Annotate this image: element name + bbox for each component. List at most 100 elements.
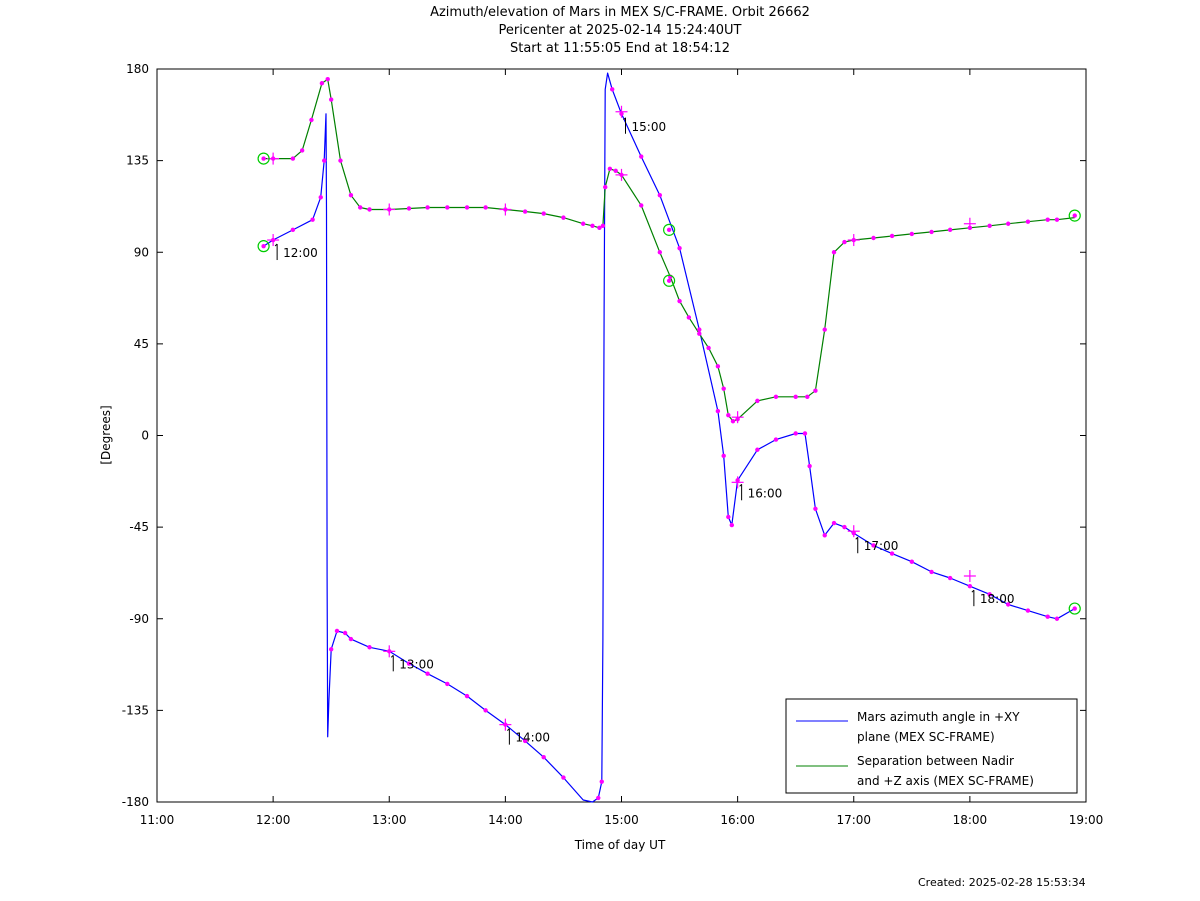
event-circle-dot	[666, 278, 672, 283]
data-point	[596, 795, 601, 801]
x-tick-label: 11:00	[140, 813, 175, 827]
data-point	[310, 217, 315, 222]
series-layer	[263, 72, 1075, 803]
y-tick-label: 135	[126, 154, 149, 168]
y-tick-label: -135	[122, 703, 149, 717]
time-label-hook	[390, 654, 394, 658]
legend-box	[785, 698, 1078, 794]
time-label: 17:00	[864, 539, 899, 553]
data-point	[807, 463, 812, 469]
data-point	[483, 708, 488, 713]
data-point	[464, 693, 470, 699]
data-point	[613, 168, 618, 174]
data-point	[1045, 217, 1050, 222]
data-point	[697, 331, 702, 336]
legend-label-azimuth-1: Mars azimuth angle in +XY	[857, 710, 1020, 724]
data-point	[967, 583, 973, 589]
x-tick-label: 12:00	[256, 813, 291, 827]
data-point	[813, 388, 818, 393]
data-point	[831, 250, 837, 255]
data-point	[987, 223, 992, 228]
y-tick-label: 45	[134, 337, 149, 351]
chart-title-line-2: Pericenter at 2025-02-14 15:24:40UT	[498, 23, 742, 38]
data-point	[929, 229, 934, 235]
data-point	[1005, 602, 1011, 607]
data-point	[342, 630, 348, 636]
time-label-hook	[623, 117, 626, 121]
data-point	[522, 209, 528, 214]
data-point	[889, 551, 895, 556]
data-point	[318, 195, 323, 200]
data-point	[657, 250, 663, 255]
y-tick-label: 90	[134, 245, 149, 259]
data-point	[813, 506, 818, 511]
data-point	[677, 298, 682, 304]
data-point	[1045, 614, 1050, 619]
data-point	[889, 233, 895, 239]
data-point	[445, 205, 450, 210]
data-point	[328, 97, 334, 102]
y-tick-label: 180	[126, 62, 149, 76]
y-axis-label: [Degrees]	[99, 405, 113, 464]
data-point	[773, 394, 779, 400]
data-point	[590, 223, 595, 228]
data-point	[657, 193, 663, 198]
series-line-separation	[263, 78, 1075, 422]
x-tick-label: 17:00	[836, 813, 871, 827]
time-label-hook	[274, 243, 278, 247]
data-point	[639, 154, 644, 159]
data-point	[755, 398, 760, 404]
data-point	[715, 408, 721, 414]
data-point	[793, 431, 798, 436]
data-point	[358, 205, 363, 210]
data-point	[600, 223, 606, 228]
x-tick-label: 18:00	[953, 813, 988, 827]
data-point	[805, 394, 810, 400]
x-tick-label: 15:00	[604, 813, 639, 827]
data-point	[367, 207, 372, 212]
time-label-hook	[739, 483, 742, 487]
data-point	[348, 193, 354, 198]
time-label-hook	[971, 589, 975, 593]
y-tick-label: 0	[141, 429, 149, 443]
data-point	[348, 636, 354, 642]
event-circle-dot	[1072, 606, 1077, 611]
event-circle-marker	[1068, 209, 1081, 222]
data-point	[802, 431, 808, 436]
data-point	[1054, 616, 1060, 621]
event-circle-marker	[663, 274, 676, 287]
data-point	[726, 412, 731, 418]
created-timestamp: Created: 2025-02-28 15:53:34	[918, 876, 1086, 889]
series-line-azimuth	[263, 72, 1075, 803]
data-point	[715, 364, 721, 369]
data-point	[987, 592, 992, 597]
data-point	[464, 205, 470, 210]
data-point	[406, 206, 412, 211]
data-point	[686, 315, 692, 320]
x-tick-label: 14:00	[488, 813, 523, 827]
data-point	[561, 215, 566, 220]
data-point	[541, 755, 546, 760]
data-point	[309, 117, 314, 123]
event-circle-dot	[666, 227, 672, 233]
event-circle-dot	[261, 156, 266, 161]
data-point	[603, 184, 608, 190]
data-point	[730, 419, 736, 424]
axis-tick-labels: 11:00 12:00 13:00 14:00 15:00 16:00 17:00 18:00…	[122, 62, 1104, 827]
data-point	[425, 671, 430, 676]
data-point	[822, 533, 827, 538]
data-point	[1005, 221, 1011, 226]
data-point	[367, 645, 372, 650]
data-point	[328, 647, 334, 652]
data-point	[483, 205, 488, 210]
data-point	[445, 681, 450, 687]
data-point	[319, 81, 325, 86]
data-point	[697, 327, 702, 332]
time-label: 16:00	[748, 486, 783, 500]
x-tick-label: 19:00	[1069, 813, 1104, 827]
data-point	[842, 524, 847, 530]
data-point	[773, 437, 779, 442]
data-point	[871, 235, 876, 241]
event-circle-dot	[1072, 213, 1077, 218]
data-point	[947, 575, 953, 581]
